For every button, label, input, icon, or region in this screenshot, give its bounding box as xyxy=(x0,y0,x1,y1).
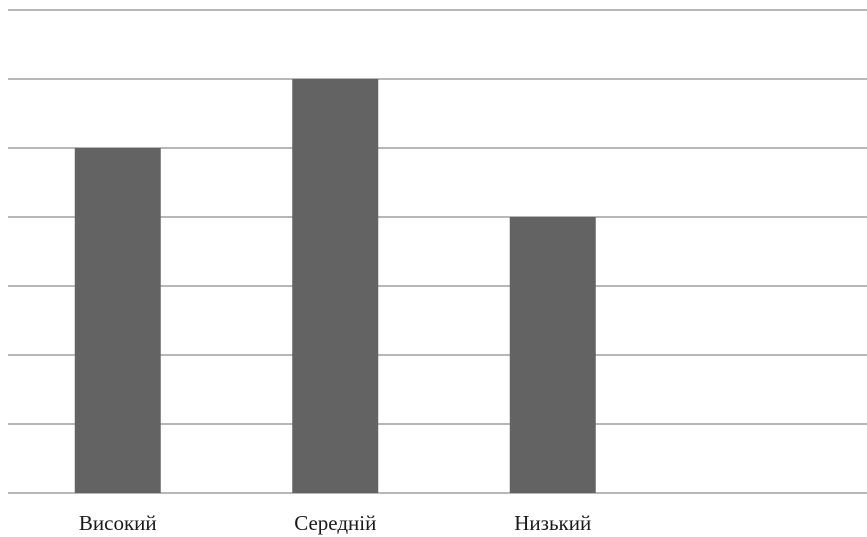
category-label-1: Високий xyxy=(79,511,157,535)
category-label-2: Середній xyxy=(294,511,376,535)
bar-3 xyxy=(509,217,596,493)
category-labels: Високий Середній Низький xyxy=(79,511,591,535)
category-label-3: Низький xyxy=(514,511,591,535)
bar-1 xyxy=(74,148,161,493)
bars xyxy=(74,79,596,493)
bar-2 xyxy=(292,79,379,493)
